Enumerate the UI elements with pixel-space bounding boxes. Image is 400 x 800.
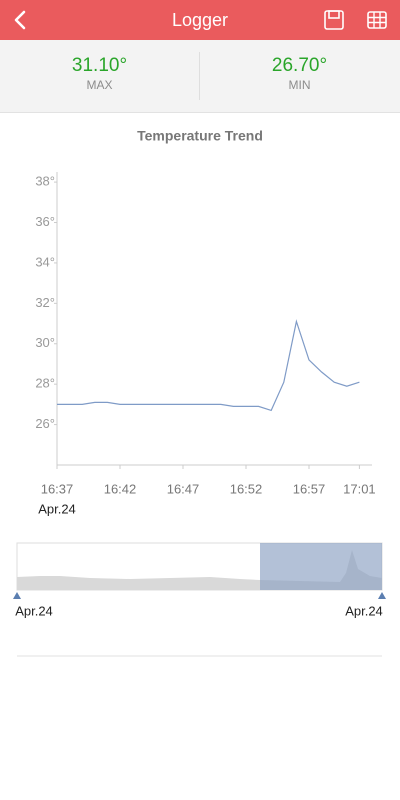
max-stat: 31.10° MAX	[0, 40, 199, 112]
chart-title: Temperature Trend	[137, 128, 263, 144]
y-tick-label: 26°	[35, 416, 55, 431]
range-handle-left[interactable]	[13, 592, 21, 599]
y-tick-label: 38°	[35, 174, 55, 189]
x-tick-label: 16:47	[167, 481, 200, 496]
divider	[199, 52, 200, 100]
x-tick-label: 16:42	[104, 481, 137, 496]
table-button[interactable]	[366, 9, 388, 31]
x-tick-label: 16:37	[41, 481, 74, 496]
temperature-line	[57, 319, 360, 412]
y-tick-label: 34°	[35, 254, 55, 269]
back-button[interactable]	[10, 9, 32, 31]
y-tick-label: 28°	[35, 376, 55, 391]
navigator-area	[17, 550, 382, 590]
x-tick-label: 17:01	[343, 481, 376, 496]
x-date-label: Apr.24	[38, 501, 76, 516]
range-end-label: Apr.24	[345, 603, 383, 618]
min-label: MIN	[288, 78, 311, 92]
max-label: MAX	[86, 78, 113, 92]
stats-bar: 31.10° MAX 26.70° MIN	[0, 40, 400, 113]
chart: Temperature Trend Apr.24 Apr.24 Apr.24 2…	[13, 128, 386, 657]
range-handle-right[interactable]	[378, 592, 386, 599]
range-start-label: Apr.24	[15, 603, 53, 618]
y-tick-label: 36°	[35, 214, 55, 229]
max-value: 31.10°	[71, 55, 128, 76]
navigator-selection[interactable]	[260, 543, 382, 590]
save-button[interactable]	[323, 9, 345, 31]
y-tick-label: 32°	[35, 295, 55, 310]
y-tick-label: 30°	[35, 335, 55, 350]
min-value: 26.70°	[271, 55, 328, 76]
x-tick-label: 16:57	[293, 481, 326, 496]
header-title: Logger	[171, 10, 229, 30]
range-navigator[interactable]	[13, 542, 386, 599]
x-tick-label: 16:52	[230, 481, 263, 496]
min-stat: 26.70° MIN	[200, 40, 399, 112]
app-header: Logger	[0, 0, 400, 40]
